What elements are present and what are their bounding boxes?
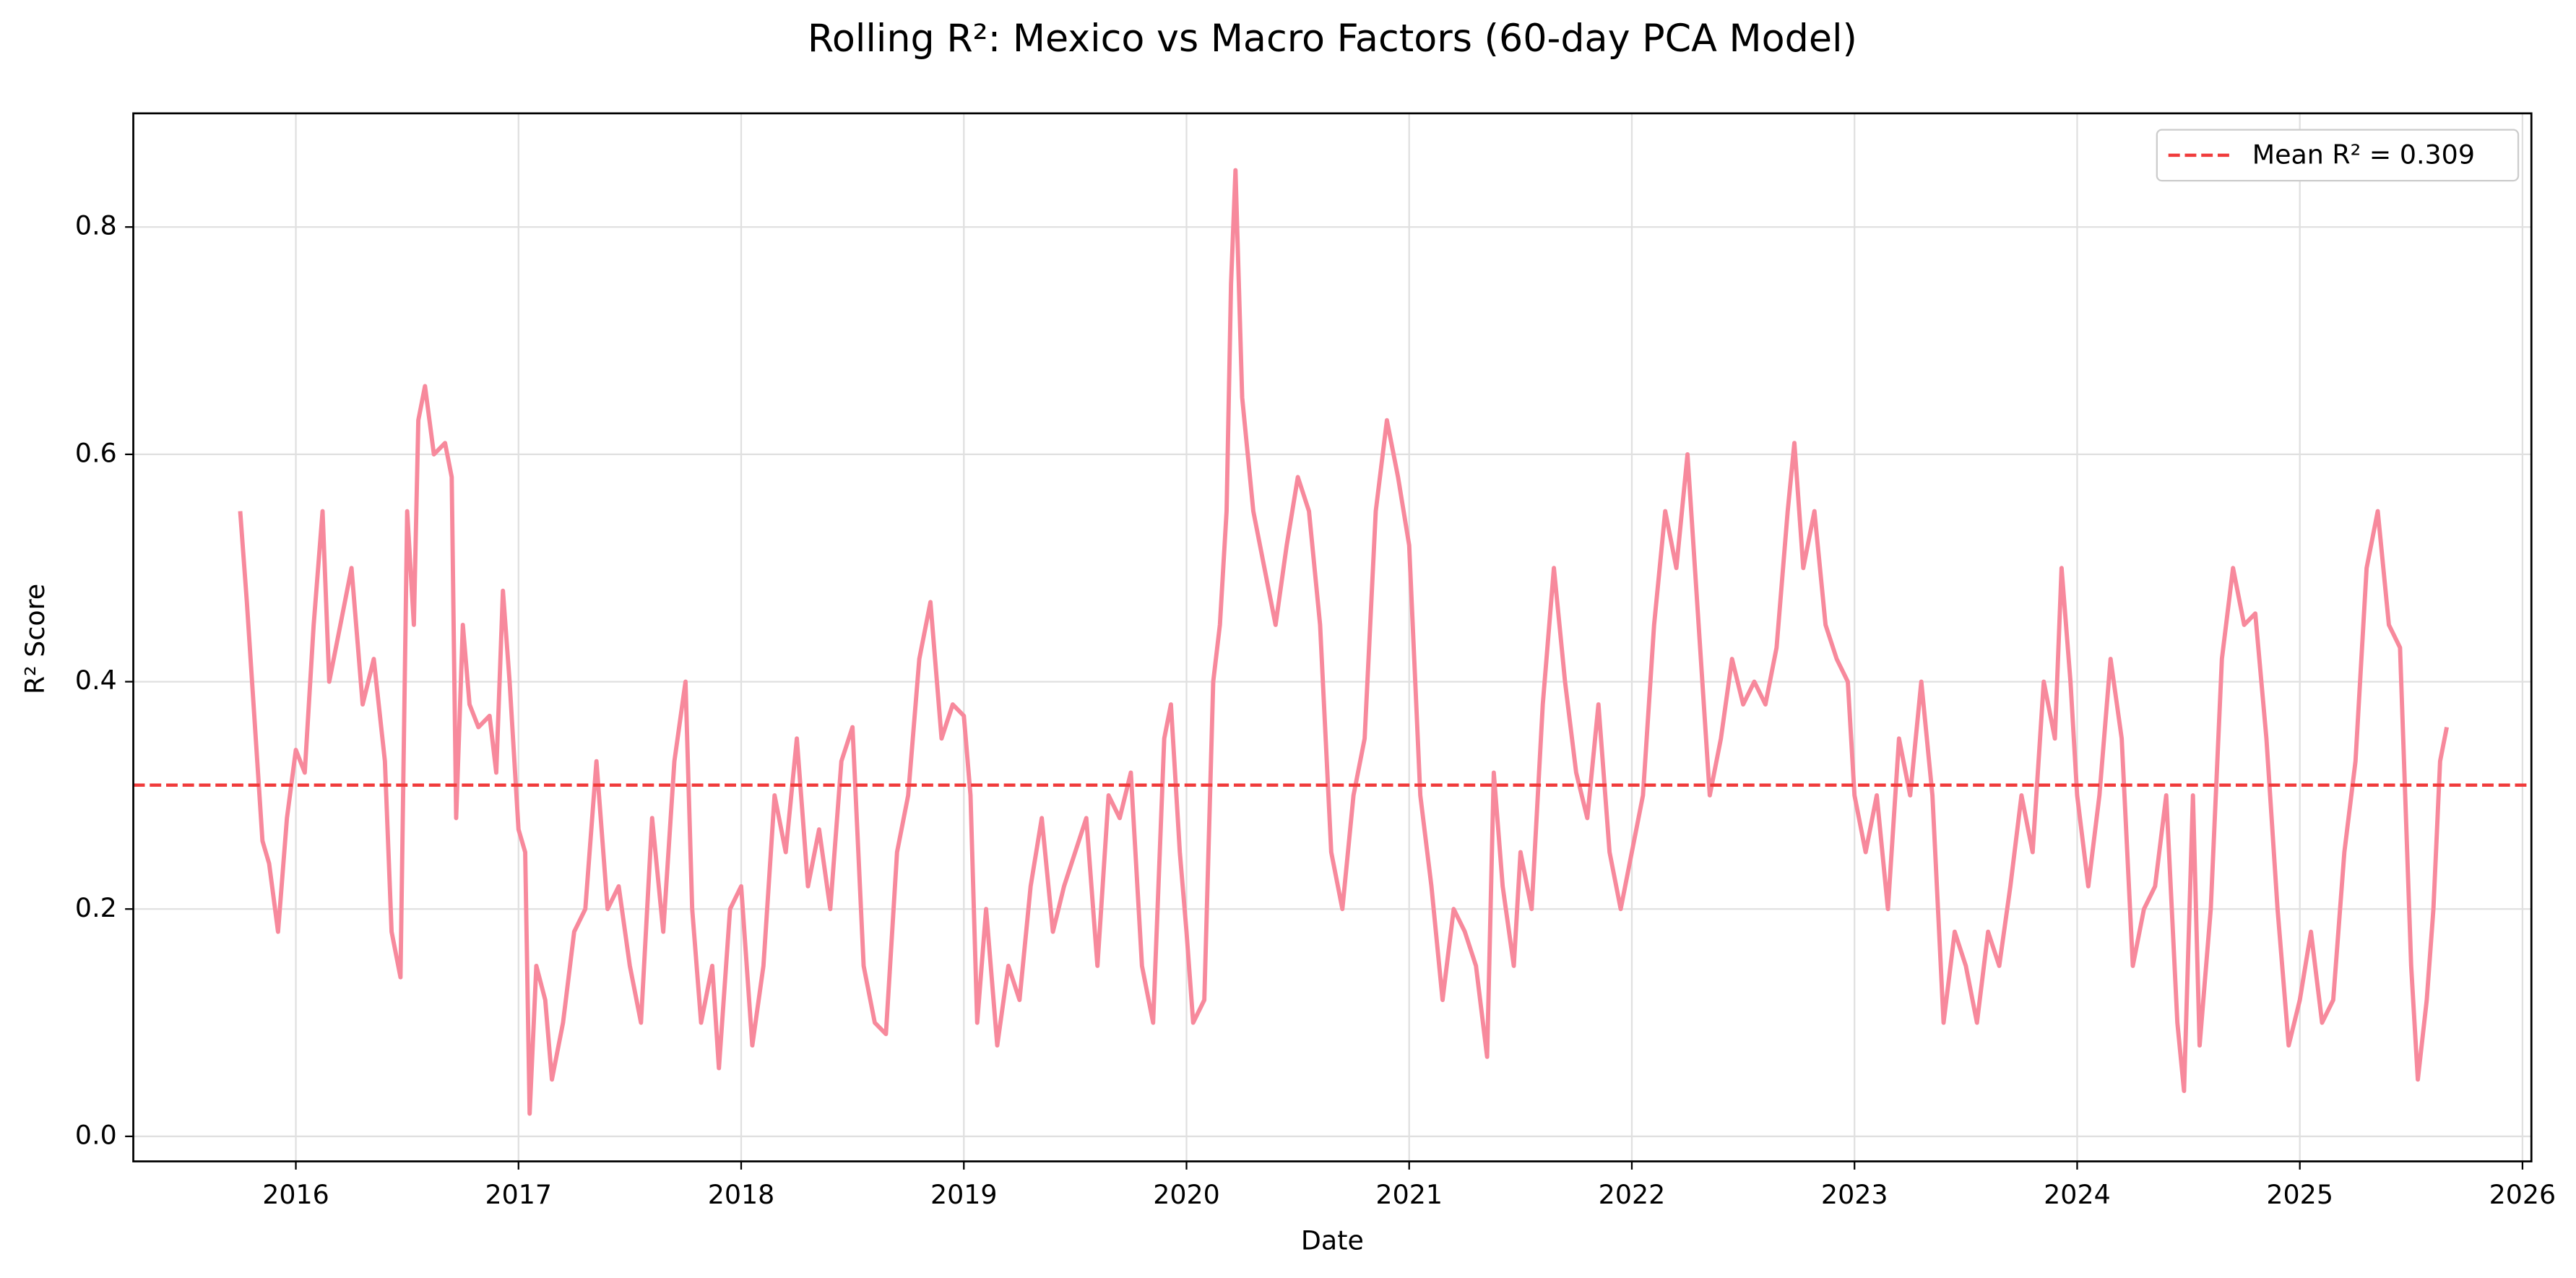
- plot-frame: [132, 112, 2533, 1162]
- y-tick-label: 0.8: [75, 210, 117, 241]
- legend-label: Mean R² = 0.309: [2252, 139, 2475, 170]
- x-tick-label: 2023: [1821, 1179, 1888, 1210]
- x-tick-label: 2025: [2266, 1179, 2333, 1210]
- x-tick-label: 2021: [1375, 1179, 1443, 1210]
- y-tick-label: 0.4: [75, 665, 117, 696]
- y-tick-label: 0.0: [75, 1119, 117, 1150]
- x-tick-label: 2016: [262, 1179, 329, 1210]
- chart-title: Rolling R²: Mexico vs Macro Factors (60-…: [808, 17, 1857, 61]
- x-tick-label: 2022: [1599, 1179, 1666, 1210]
- y-tick-label: 0.2: [75, 892, 117, 923]
- x-tick-label: 2026: [2489, 1179, 2556, 1210]
- x-tick-label: 2020: [1153, 1179, 1220, 1210]
- data-line: [238, 168, 2450, 1116]
- y-tick-label: 0.6: [75, 437, 117, 468]
- legend-box: [2156, 129, 2520, 182]
- x-tick-label: 2018: [708, 1179, 775, 1210]
- x-tick-label: 2024: [2044, 1179, 2111, 1210]
- x-tick-label: 2017: [485, 1179, 552, 1210]
- x-axis-label: Date: [1301, 1225, 1364, 1256]
- x-tick-label: 2019: [930, 1179, 998, 1210]
- y-axis-label: R² Score: [20, 584, 51, 694]
